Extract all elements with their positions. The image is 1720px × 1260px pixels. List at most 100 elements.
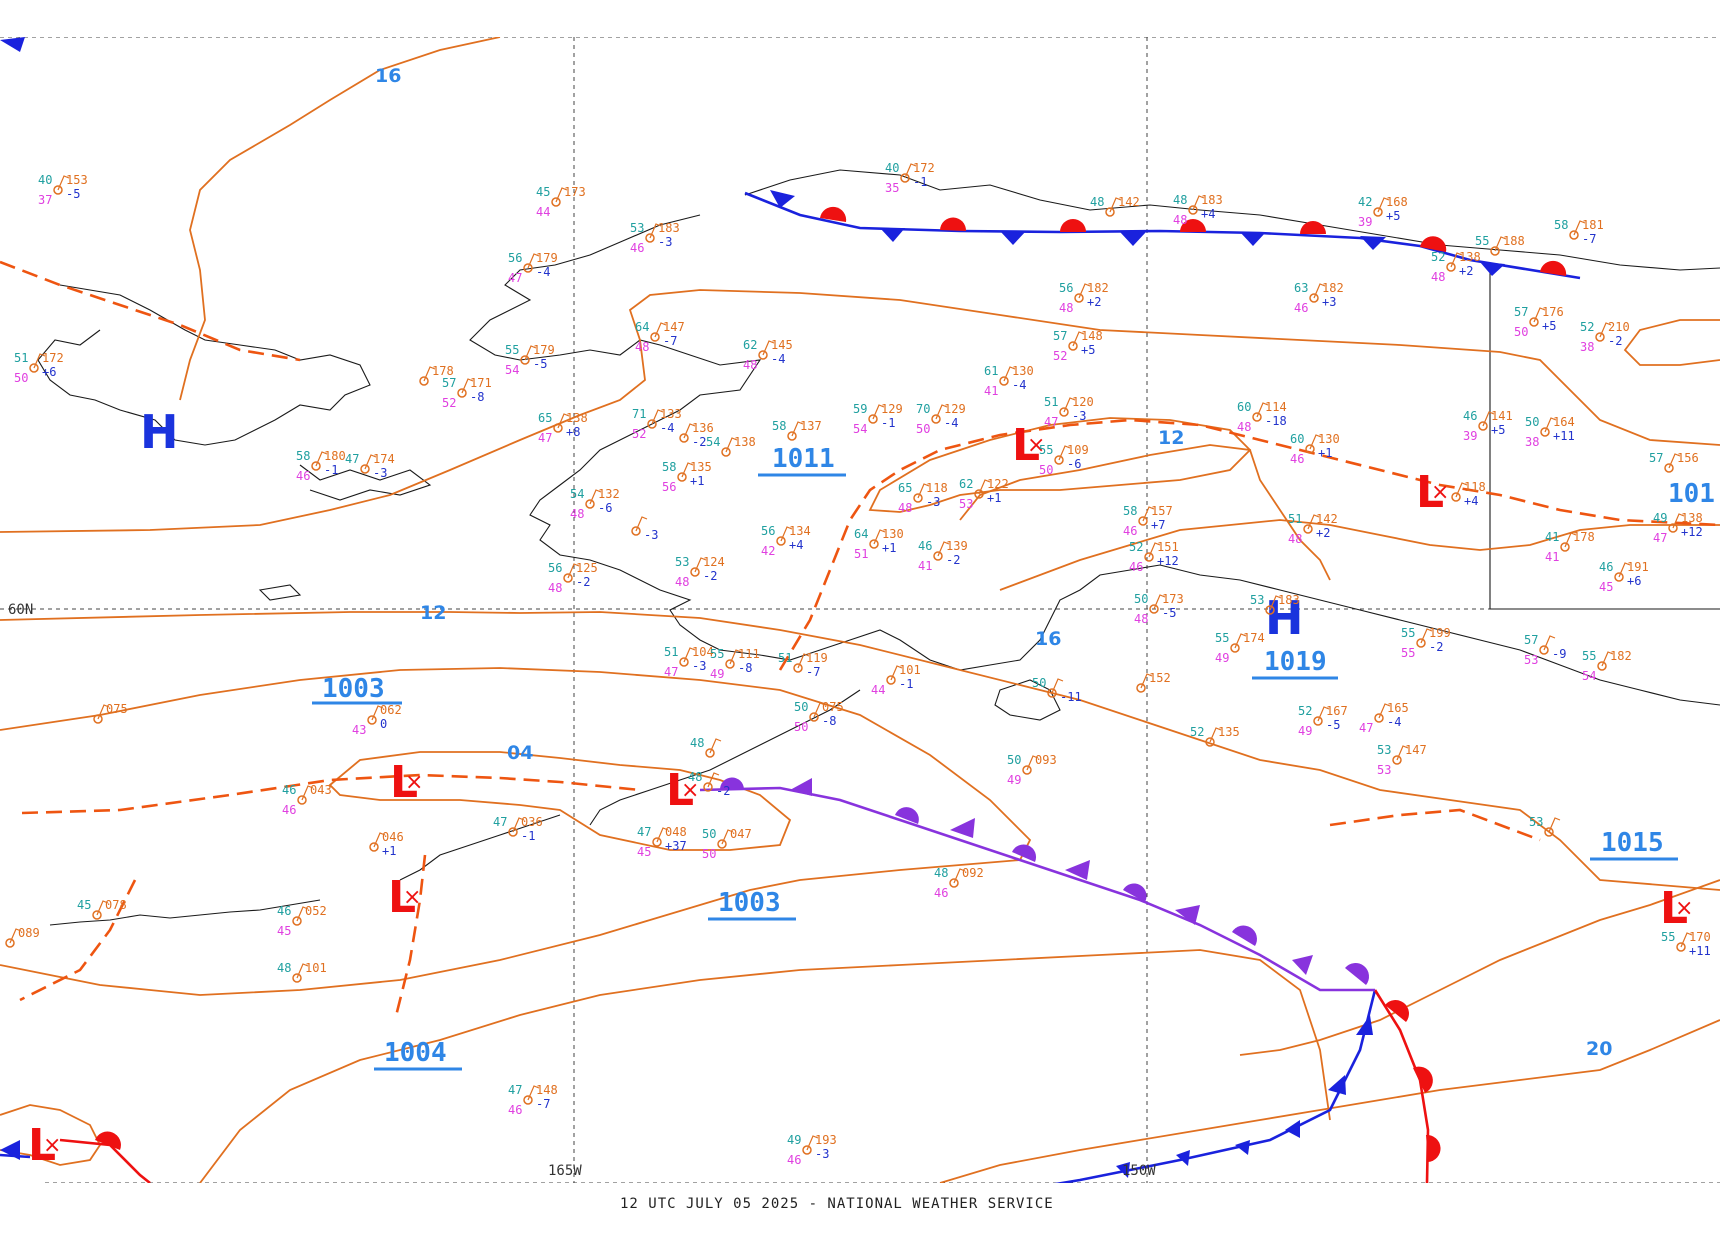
svg-text:×: × bbox=[405, 770, 423, 795]
dewpoint-value: 48 bbox=[570, 507, 584, 521]
station-plot: 52 135 bbox=[1190, 725, 1240, 747]
station-plot: 55 50 109-6 bbox=[1039, 443, 1089, 477]
temperature-value: 57 bbox=[442, 376, 456, 390]
station-plot: 65 47 138+8 bbox=[538, 411, 588, 445]
dewpoint-value: 47 bbox=[1044, 415, 1058, 429]
pressure-tendency-value: -3 bbox=[926, 495, 940, 509]
temperature-value: 56 bbox=[508, 251, 522, 265]
station-plot: 56 48 125-2 bbox=[548, 561, 598, 595]
pressure-tendency-value: -5 bbox=[533, 357, 547, 371]
latitude-label-60n: 60N bbox=[8, 602, 33, 618]
dewpoint-value: 52 bbox=[442, 396, 456, 410]
pressure-value: 152 bbox=[1149, 671, 1171, 685]
station-circle bbox=[553, 423, 563, 433]
warm-fronts bbox=[59, 989, 1430, 1183]
pressure-value: 142 bbox=[1118, 195, 1140, 209]
dewpoint-value: 54 bbox=[505, 363, 519, 377]
pressure-tendency-value: -2 bbox=[1429, 640, 1443, 654]
station-plot: 52 48 138+2 bbox=[1431, 250, 1481, 284]
temperature-value: 56 bbox=[761, 524, 775, 538]
station-circle bbox=[1138, 516, 1148, 526]
station-plot: 55 170+11 bbox=[1661, 930, 1711, 958]
station-plot: 52 38 210-2 bbox=[1580, 320, 1630, 354]
wind-barb bbox=[872, 404, 885, 420]
station-circle bbox=[520, 355, 530, 365]
temperature-value: 58 bbox=[1554, 218, 1568, 232]
dewpoint-value: 47 bbox=[1359, 721, 1373, 735]
station-plot: 58 137 bbox=[772, 419, 822, 441]
pressure-value: 101 bbox=[899, 663, 921, 677]
pressure-tendency-value: -5 bbox=[66, 187, 80, 201]
station-circle bbox=[999, 376, 1009, 386]
pressure-value: 145 bbox=[771, 338, 793, 352]
dewpoint-value: 50 bbox=[794, 720, 808, 734]
station-plot: 64 48 147-7 bbox=[635, 320, 685, 354]
station-circle bbox=[93, 714, 103, 724]
pressure-value: 133 bbox=[660, 407, 682, 421]
temperature-value: 50 bbox=[1032, 676, 1046, 690]
wind-barb bbox=[890, 665, 903, 681]
low-pressure-symbol: L bbox=[388, 872, 416, 923]
station-plot: 62 53 122+1 bbox=[959, 477, 1009, 511]
station-plot: 152 bbox=[1136, 671, 1171, 693]
station-plot: 50 38 164+11 bbox=[1525, 415, 1575, 449]
aleutian-islands-east bbox=[399, 814, 561, 881]
wind-barb bbox=[1548, 817, 1561, 833]
pressure-tendency-value: -6 bbox=[598, 501, 612, 515]
temperature-value: 51 bbox=[1044, 395, 1058, 409]
station-circle bbox=[419, 376, 429, 386]
station-plot: 51 50 172+6 bbox=[14, 351, 64, 385]
kodiak-island bbox=[994, 679, 1061, 721]
pressure-tendency-value: -7 bbox=[536, 1097, 550, 1111]
station-plot: 55 49 111-8 bbox=[710, 647, 760, 681]
station-plot: 40 37 153-5 bbox=[38, 173, 88, 207]
temperature-value: 53 bbox=[1529, 815, 1543, 829]
pressure-value: 179 bbox=[536, 251, 558, 265]
station-circle bbox=[1373, 207, 1383, 217]
temperature-value: 58 bbox=[772, 419, 786, 433]
pressure-value: 138 bbox=[566, 411, 588, 425]
wind-barb bbox=[649, 223, 662, 239]
pressure-value: 048 bbox=[665, 825, 687, 839]
station-plot: 51 47 120-3 bbox=[1044, 395, 1094, 429]
station-plot: 47 174-3 bbox=[345, 452, 395, 480]
temperature-value: 51 bbox=[778, 651, 792, 665]
pressure-tendency-value: +1 bbox=[690, 474, 704, 488]
pressure-tendency-value: -2 bbox=[692, 435, 706, 449]
pressure-value: 183 bbox=[1201, 193, 1223, 207]
station-plot: 53 bbox=[1529, 815, 1561, 837]
wind-barb bbox=[813, 702, 826, 718]
temperature-value: 59 bbox=[853, 402, 867, 416]
pressure-tendency-value: -3 bbox=[658, 235, 672, 249]
temperature-value: 57 bbox=[1053, 329, 1067, 343]
station-plot: 48 101 bbox=[277, 961, 327, 983]
temperature-value: 57 bbox=[1514, 305, 1528, 319]
station-plot: 60 46 130+1 bbox=[1290, 432, 1340, 466]
dewpoint-value: 50 bbox=[916, 422, 930, 436]
wind-barb bbox=[296, 963, 309, 979]
pressure-tendency-value: -1 bbox=[521, 829, 535, 843]
map-footer: 12 UTC JULY 05 2025 - NATIONAL WEATHER S… bbox=[620, 1196, 1054, 1212]
station-plot: 41 41 178 bbox=[1545, 530, 1595, 564]
wind-barb bbox=[557, 413, 570, 429]
pressure-value: 078 bbox=[105, 898, 127, 912]
wind-barb bbox=[1450, 252, 1463, 268]
station-circle bbox=[1614, 572, 1624, 582]
cold-front-south bbox=[1054, 989, 1377, 1183]
dewpoint-value: 47 bbox=[538, 431, 552, 445]
dewpoint-value: 44 bbox=[871, 683, 885, 697]
dewpoint-value: 46 bbox=[508, 1103, 522, 1117]
dewpoint-value: 39 bbox=[1358, 215, 1372, 229]
alaska-peninsula bbox=[589, 689, 861, 826]
pressure-tendency-value: +4 bbox=[789, 538, 803, 552]
station-plot: 50 -11 bbox=[1032, 676, 1082, 704]
pressure-tendency-value: -3 bbox=[373, 466, 387, 480]
pressure-tendency-value: +5 bbox=[1542, 319, 1556, 333]
station-circle bbox=[1136, 683, 1146, 693]
pressure-tendency-value: +12 bbox=[1681, 525, 1703, 539]
dewpoint-value: 42 bbox=[761, 544, 775, 558]
wind-barb bbox=[1378, 703, 1391, 719]
pressure-tendency-value: +5 bbox=[1491, 423, 1505, 437]
station-plot: 53 53 147 bbox=[1377, 743, 1427, 777]
